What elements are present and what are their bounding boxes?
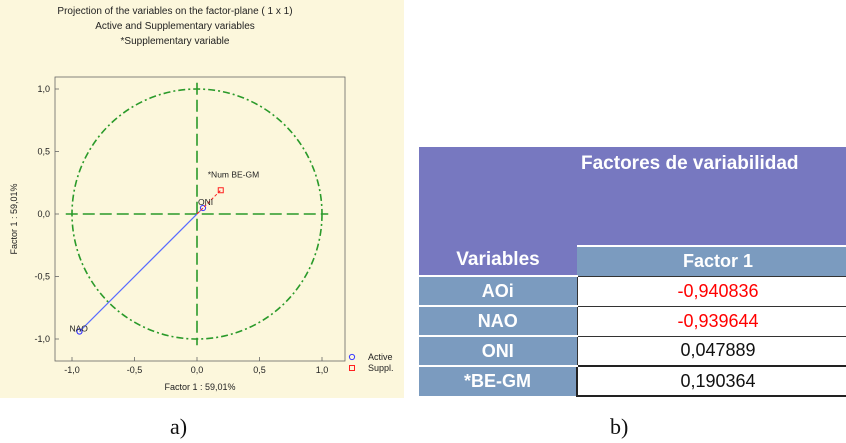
factor-loadings-table: Variables Factores de variabilidad Facto… — [419, 147, 846, 398]
header-variables: Variables — [419, 147, 577, 276]
x-axis-label: Factor 1 : 59,01% — [164, 382, 235, 392]
row-value: -0,940836 — [576, 275, 846, 307]
y-tick-label: 0,0 — [37, 209, 50, 219]
tick-label-layer: -1,0 -0,5 0,0 0,5 1,0 1,0 0,5 0,0 -0,5 -1,0 — [34, 84, 328, 375]
chart-legend: Active Suppl. — [348, 352, 394, 373]
point-label: *Num BE-GM — [208, 169, 259, 179]
x-tick-label: 1,0 — [316, 365, 329, 375]
row-label: ONI — [419, 335, 577, 366]
axis-layer — [65, 82, 329, 346]
point-layer: NAO ONI *Num BE-GM — [70, 169, 259, 335]
plot-frame — [54, 76, 346, 362]
y-tick-label: -0,5 — [34, 272, 50, 282]
row-label: *BE-GM — [419, 365, 577, 396]
row-label: NAO — [419, 305, 577, 336]
supplementary-vector-line — [196, 189, 222, 215]
table-row: *BE-GM 0,190364 — [419, 365, 846, 397]
row-value: -0,939644 — [576, 305, 846, 337]
legend-suppl-label: Suppl. — [368, 363, 394, 373]
active-point — [199, 204, 207, 212]
supplementary-point — [217, 187, 224, 194]
legend-suppl-marker — [349, 365, 355, 371]
caption-a: a) — [170, 414, 188, 439]
point-label: NAO — [70, 324, 89, 334]
x-tick-label: -1,0 — [64, 365, 80, 375]
legend-active-label: Active — [368, 352, 393, 362]
y-tick-label: -1,0 — [34, 334, 50, 344]
x-tick-label: 0,0 — [191, 365, 204, 375]
chart-svg: Projection of the variables on the facto… — [9, 6, 394, 392]
y-tick-label: 0,5 — [37, 147, 50, 157]
row-label: AOi — [419, 275, 577, 306]
loadings-table: Variables Factores de variabilidad Facto… — [419, 147, 846, 397]
row-value: 0,190364 — [576, 365, 846, 397]
header-factors-group: Factores de variabilidad — [577, 147, 846, 247]
vector-line — [79, 213, 198, 332]
caption-b: b) — [610, 414, 629, 439]
active-point — [76, 328, 83, 335]
chart-supplementary-note: *Supplementary variable — [121, 36, 230, 47]
header-factor-1: Factor 1 — [577, 245, 846, 276]
point-label: ONI — [198, 197, 213, 207]
legend-active-marker — [348, 353, 356, 361]
y-axis-label: Factor 1 : 59,01% — [9, 183, 19, 254]
row-value: 0,047889 — [576, 335, 846, 367]
x-tick-label: -0,5 — [127, 365, 143, 375]
chart-title: Projection of the variables on the facto… — [57, 6, 292, 17]
table-row: ONI 0,047889 — [419, 335, 846, 367]
x-tick-label: 0,5 — [253, 365, 266, 375]
y-tick-label: 1,0 — [37, 84, 50, 94]
factor-plane-chart: Projection of the variables on the facto… — [0, 0, 404, 398]
table-row: NAO -0,939644 — [419, 305, 846, 337]
chart-subtitle: Active and Supplementary variables — [95, 21, 255, 32]
table-row: AOi -0,940836 — [419, 275, 846, 307]
